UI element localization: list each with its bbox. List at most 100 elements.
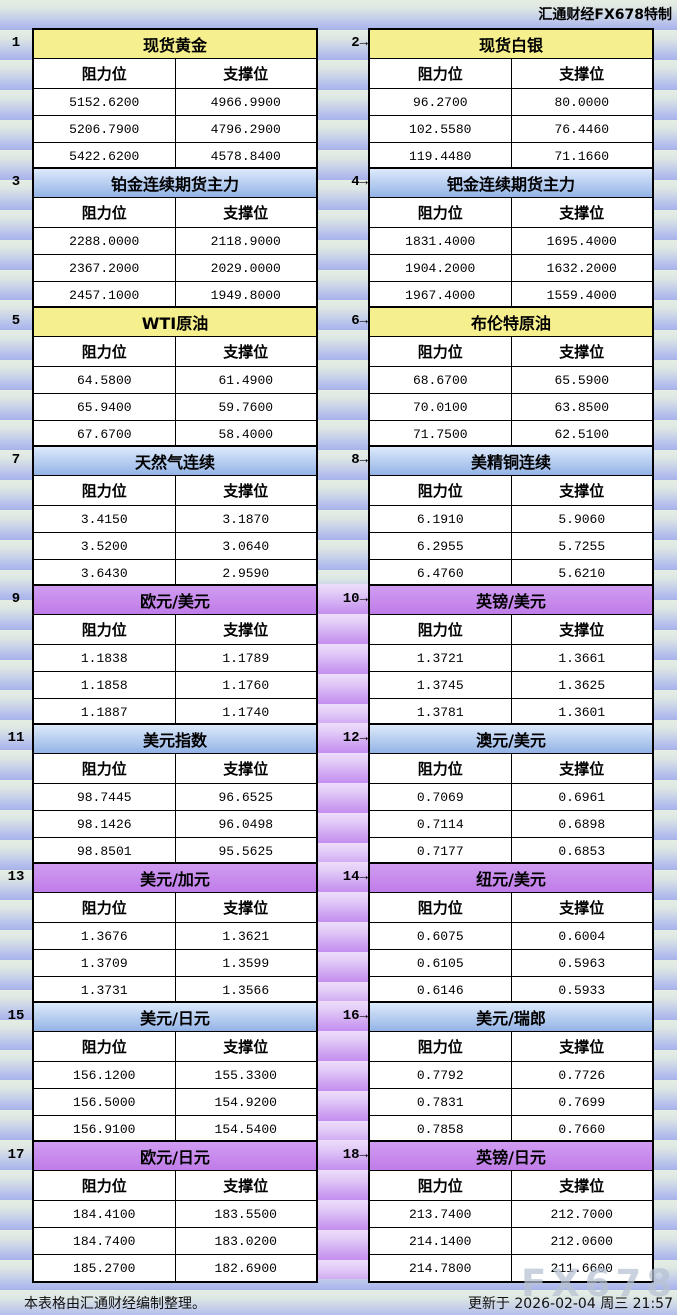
panel-table: 美元/加元 阻力位 支撑位 1.3676 1.3621 1.3709 1.3599 … bbox=[32, 862, 318, 1005]
resistance-value: 1.3676 bbox=[32, 922, 176, 950]
support-header: 支撑位 bbox=[510, 58, 654, 89]
resistance-value: 67.6700 bbox=[32, 420, 176, 449]
resistance-value: 0.6146 bbox=[368, 976, 512, 1005]
gutter-cell: 10→ bbox=[318, 584, 368, 723]
support-value: 155.3300 bbox=[174, 1061, 318, 1089]
resistance-value: 0.7831 bbox=[368, 1088, 512, 1116]
support-header: 支撑位 bbox=[510, 475, 654, 506]
support-value: 3.0640 bbox=[174, 532, 318, 560]
row-number-label: 13 bbox=[7, 869, 25, 885]
panel-row: 9 欧元/美元 阻力位 支撑位 1.1838 1.1789 1.1858 1.176… bbox=[0, 584, 677, 727]
resistance-header: 阻力位 bbox=[32, 197, 176, 228]
support-value: 1.3625 bbox=[510, 671, 654, 699]
support-header: 支撑位 bbox=[174, 475, 318, 506]
support-value: 0.6898 bbox=[510, 810, 654, 838]
support-header: 支撑位 bbox=[510, 1031, 654, 1062]
support-value: 212.7000 bbox=[510, 1200, 654, 1228]
support-value: 2029.0000 bbox=[174, 254, 318, 282]
row-number-label: 17 bbox=[7, 1147, 25, 1163]
resistance-value: 64.5800 bbox=[32, 366, 176, 394]
support-value: 0.5963 bbox=[510, 949, 654, 977]
support-value: 183.0200 bbox=[174, 1227, 318, 1255]
support-value: 3.1870 bbox=[174, 505, 318, 533]
gutter-cell: 6→ bbox=[318, 306, 368, 445]
panel-title: 澳元/美元 bbox=[368, 723, 654, 754]
resistance-header: 阻力位 bbox=[32, 336, 176, 367]
support-header: 支撑位 bbox=[510, 336, 654, 367]
panel-title: 欧元/美元 bbox=[32, 584, 318, 615]
resistance-value: 96.2700 bbox=[368, 88, 512, 116]
arrow-right-icon: → bbox=[359, 869, 368, 885]
support-value: 0.7726 bbox=[510, 1061, 654, 1089]
row-number-label: 12 bbox=[342, 730, 360, 746]
resistance-value: 184.4100 bbox=[32, 1200, 176, 1228]
gutter-cell: 8→ bbox=[318, 445, 368, 584]
row-number-label: 6 bbox=[351, 313, 360, 329]
support-value: 80.0000 bbox=[510, 88, 654, 116]
panel-row: 15 美元/日元 阻力位 支撑位 156.1200 155.3300 156.50… bbox=[0, 1001, 677, 1144]
panel-title: 天然气连续 bbox=[32, 445, 318, 476]
panel-title: 铂金连续期货主力 bbox=[32, 167, 318, 198]
panel-title: 美元指数 bbox=[32, 723, 318, 754]
panel-table: 现货黄金 阻力位 支撑位 5152.6200 4966.9900 5206.790… bbox=[32, 28, 318, 171]
gutter-cell: 18→ bbox=[318, 1140, 368, 1279]
arrow-right-icon: → bbox=[359, 452, 368, 468]
support-header: 支撑位 bbox=[510, 197, 654, 228]
resistance-value: 184.7400 bbox=[32, 1227, 176, 1255]
support-value: 0.6004 bbox=[510, 922, 654, 950]
row-number-label: 3 bbox=[11, 174, 21, 190]
fx678-watermark: FX678 bbox=[520, 1262, 677, 1305]
right-margin bbox=[654, 584, 677, 723]
panel-table: 英镑/美元 阻力位 支撑位 1.3721 1.3661 1.3745 1.3625 … bbox=[368, 584, 654, 727]
resistance-value: 65.9400 bbox=[32, 393, 176, 421]
resistance-value: 5152.6200 bbox=[32, 88, 176, 116]
support-value: 4578.8400 bbox=[174, 142, 318, 171]
panel-title: 钯金连续期货主力 bbox=[368, 167, 654, 198]
resistance-value: 1.1887 bbox=[32, 698, 176, 727]
support-value: 96.0498 bbox=[174, 810, 318, 838]
support-value: 212.0600 bbox=[510, 1227, 654, 1255]
row-number-label: 18 bbox=[342, 1147, 360, 1163]
resistance-header: 阻力位 bbox=[32, 1031, 176, 1062]
right-margin bbox=[654, 445, 677, 584]
support-value: 5.7255 bbox=[510, 532, 654, 560]
resistance-value: 6.1910 bbox=[368, 505, 512, 533]
resistance-value: 214.7800 bbox=[368, 1254, 512, 1283]
row-number-label: 16 bbox=[342, 1008, 360, 1024]
resistance-value: 98.7445 bbox=[32, 783, 176, 811]
header-bar: 汇通财经FX678特制 bbox=[0, 0, 677, 28]
support-value: 1.3661 bbox=[510, 644, 654, 672]
row-number-label: 14 bbox=[342, 869, 360, 885]
panel-table: 欧元/美元 阻力位 支撑位 1.1838 1.1789 1.1858 1.1760 … bbox=[32, 584, 318, 727]
resistance-value: 98.8501 bbox=[32, 837, 176, 866]
panel-row: 1 现货黄金 阻力位 支撑位 5152.6200 4966.9900 5206.7… bbox=[0, 28, 677, 171]
arrow-right-icon: → bbox=[359, 35, 368, 51]
resistance-value: 214.1400 bbox=[368, 1227, 512, 1255]
resistance-value: 0.7177 bbox=[368, 837, 512, 866]
resistance-header: 阻力位 bbox=[368, 753, 512, 784]
gutter-cell: 2→ bbox=[318, 28, 368, 167]
support-value: 2118.9000 bbox=[174, 227, 318, 255]
panel-row: 17 欧元/日元 阻力位 支撑位 184.4100 183.5500 184.74… bbox=[0, 1140, 677, 1283]
panel-title: 美元/日元 bbox=[32, 1001, 318, 1032]
support-value: 1.3621 bbox=[174, 922, 318, 950]
support-value: 63.8500 bbox=[510, 393, 654, 421]
resistance-value: 1.3745 bbox=[368, 671, 512, 699]
support-header: 支撑位 bbox=[174, 1031, 318, 1062]
support-value: 71.1660 bbox=[510, 142, 654, 171]
panels-grid: 1 现货黄金 阻力位 支撑位 5152.6200 4966.9900 5206.7… bbox=[0, 28, 677, 1283]
resistance-value: 5206.7900 bbox=[32, 115, 176, 143]
resistance-value: 0.7858 bbox=[368, 1115, 512, 1144]
gutter-cell: 16→ bbox=[318, 1001, 368, 1140]
panel-title: 现货白银 bbox=[368, 28, 654, 59]
panel-title: 美元/瑞郎 bbox=[368, 1001, 654, 1032]
panel-table: 澳元/美元 阻力位 支撑位 0.7069 0.6961 0.7114 0.6898 … bbox=[368, 723, 654, 866]
resistance-value: 3.6430 bbox=[32, 559, 176, 588]
support-value: 1.1789 bbox=[174, 644, 318, 672]
support-value: 4796.2900 bbox=[174, 115, 318, 143]
row-number-label: 4 bbox=[351, 174, 360, 190]
support-header: 支撑位 bbox=[174, 892, 318, 923]
panel-table: 美元指数 阻力位 支撑位 98.7445 96.6525 98.1426 96.04… bbox=[32, 723, 318, 866]
resistance-value: 3.4150 bbox=[32, 505, 176, 533]
